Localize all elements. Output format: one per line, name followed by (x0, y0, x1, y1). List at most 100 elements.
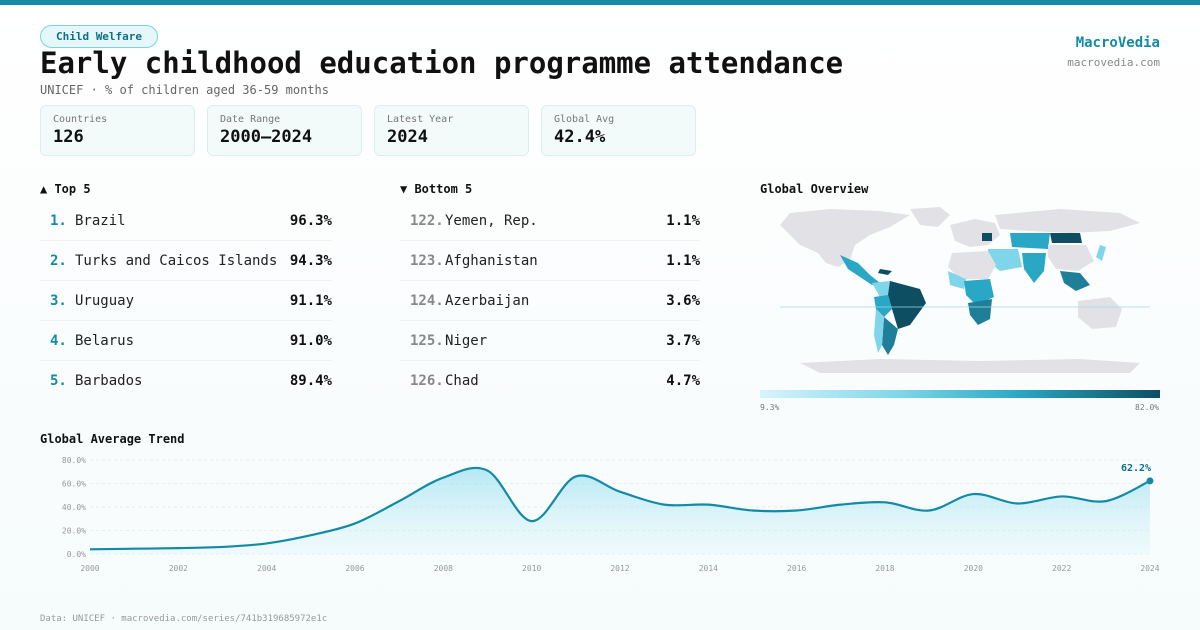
map-region-argentina[interactable] (882, 317, 898, 355)
country-value: 91.0% (289, 332, 332, 349)
rank-number: 123. (410, 252, 444, 269)
map-region-brazil[interactable] (888, 281, 926, 329)
brand-url[interactable]: macrovedia.com (1067, 56, 1160, 69)
x-tick-label: 2002 (169, 564, 188, 573)
top5-title: ▲ Top 5 (40, 182, 91, 196)
world-map[interactable] (760, 205, 1160, 380)
world-map-svg (780, 207, 1150, 373)
y-tick-label: 20.0% (62, 527, 86, 536)
map-region-colombia[interactable] (872, 281, 892, 297)
map-legend-min: 9.3% (760, 403, 780, 412)
rank-number: 5. (50, 373, 67, 389)
brand-name[interactable]: MacroVedia (1075, 35, 1160, 51)
rank-number: 3. (50, 292, 67, 309)
map-region-japan[interactable] (1096, 245, 1106, 261)
map-legend-max: 82.0% (1135, 403, 1160, 412)
country-name: Niger (445, 332, 488, 349)
stat-value: 126 (53, 127, 84, 147)
map-region-mongolia[interactable] (1050, 233, 1082, 243)
map-region-middle-east[interactable] (988, 249, 1022, 271)
stat-label: Global Avg (554, 114, 615, 125)
stat-card-date-range: Date Range 2000–2024 (207, 105, 362, 156)
category-tag[interactable]: Child Welfare (40, 25, 158, 48)
country-value: 1.1% (666, 252, 700, 269)
country-name: Afghanistan (445, 252, 538, 269)
stat-card-global-avg: Global Avg 42.4% (541, 105, 696, 156)
list-item[interactable]: 2. Turks and Caicos Islands 94.3% (40, 241, 332, 281)
country-value: 3.7% (666, 332, 700, 349)
country-value: 4.7% (666, 373, 700, 389)
list-item[interactable]: 4. Belarus 91.0% (40, 321, 332, 361)
map-region-mexico[interactable] (840, 255, 880, 285)
map-region-chile[interactable] (874, 309, 884, 353)
y-tick-label: 60.0% (62, 480, 86, 489)
map-region-india[interactable] (1022, 253, 1046, 283)
country-name: Azerbaijan (445, 292, 530, 309)
trend-line (89, 466, 1151, 551)
map-region-west-africa[interactable] (948, 271, 966, 289)
trend-area (90, 467, 1150, 554)
x-tick-label: 2010 (522, 564, 541, 573)
list-item[interactable]: 123. Afghanistan 1.1% (400, 241, 700, 281)
bottom5-title: ▼ Bottom 5 (400, 182, 473, 196)
map-region-se-asia[interactable] (1060, 271, 1090, 291)
country-value: 96.3% (289, 212, 332, 229)
map-region-europe[interactable] (950, 219, 1000, 247)
y-tick-label: 0.0% (67, 550, 86, 559)
x-tick-label: 2022 (1052, 564, 1071, 573)
stat-card-latest-year: Latest Year 2024 (374, 105, 529, 156)
map-region-north-america[interactable] (780, 209, 910, 267)
list-item[interactable]: 124. Azerbaijan 3.6% (400, 281, 700, 321)
country-value: 94.3% (289, 252, 332, 269)
top5-list: 1. Brazil 96.3% 2. Turks and Caicos Isla… (40, 201, 332, 401)
map-region-china[interactable] (1048, 245, 1094, 271)
stat-label: Latest Year (387, 114, 454, 125)
rank-number: 125. (410, 332, 444, 349)
list-item[interactable]: 122. Yemen, Rep. 1.1% (400, 201, 700, 241)
country-name: Chad (445, 373, 479, 389)
stat-card-countries: Countries 126 (40, 105, 195, 156)
stat-value: 42.4% (554, 127, 606, 147)
map-region-russia[interactable] (995, 209, 1140, 233)
rank-number: 122. (410, 212, 444, 229)
footer-source: Data: UNICEF · macrovedia.com/series/741… (40, 614, 328, 624)
map-region-caribbean[interactable] (878, 269, 892, 275)
country-name: Brazil (75, 212, 126, 229)
page-subtitle: UNICEF · % of children aged 36-59 months (40, 83, 329, 97)
map-region-australia[interactable] (1078, 297, 1122, 329)
x-tick-label: 2008 (434, 564, 453, 573)
last-data-point (1146, 477, 1154, 485)
list-item[interactable]: 1. Brazil 96.3% (40, 201, 332, 241)
map-region-greenland[interactable] (910, 207, 950, 227)
x-tick-label: 2018 (875, 564, 894, 573)
x-tick-label: 2012 (610, 564, 629, 573)
x-tick-label: 2000 (80, 564, 99, 573)
rank-number: 1. (50, 212, 67, 229)
rank-number: 2. (50, 252, 67, 269)
map-region-southern-africa[interactable] (968, 299, 992, 325)
country-value: 91.1% (289, 292, 332, 309)
country-name: Belarus (75, 332, 135, 349)
map-title: Global Overview (760, 182, 869, 196)
page-title: Early childhood education programme atte… (40, 46, 844, 80)
country-value: 89.4% (289, 373, 332, 389)
country-name: Barbados (75, 373, 143, 389)
map-region-north-africa[interactable] (948, 251, 996, 279)
country-value: 1.1% (666, 212, 700, 229)
list-item[interactable]: 5. Barbados 89.4% (40, 361, 332, 401)
map-region-central-africa[interactable] (964, 279, 994, 305)
map-region-antarctica[interactable] (800, 359, 1140, 373)
map-legend-gradient (760, 390, 1160, 398)
x-tick-label: 2024 (1140, 564, 1159, 573)
x-tick-label: 2006 (345, 564, 364, 573)
country-name: Yemen, Rep. (445, 212, 538, 229)
map-region-belarus[interactable] (982, 233, 992, 241)
trend-chart[interactable]: 0.0% 20.0% 40.0% 60.0% 80.0% 2000 2002 2004 2006… (40, 450, 1170, 580)
list-item[interactable]: 3. Uruguay 91.1% (40, 281, 332, 321)
stat-label: Countries (53, 114, 108, 125)
y-tick-label: 80.0% (62, 456, 86, 465)
x-tick-label: 2016 (787, 564, 806, 573)
list-item[interactable]: 126. Chad 4.7% (400, 361, 700, 401)
list-item[interactable]: 125. Niger 3.7% (400, 321, 700, 361)
map-region-kazakhstan[interactable] (1010, 233, 1050, 249)
